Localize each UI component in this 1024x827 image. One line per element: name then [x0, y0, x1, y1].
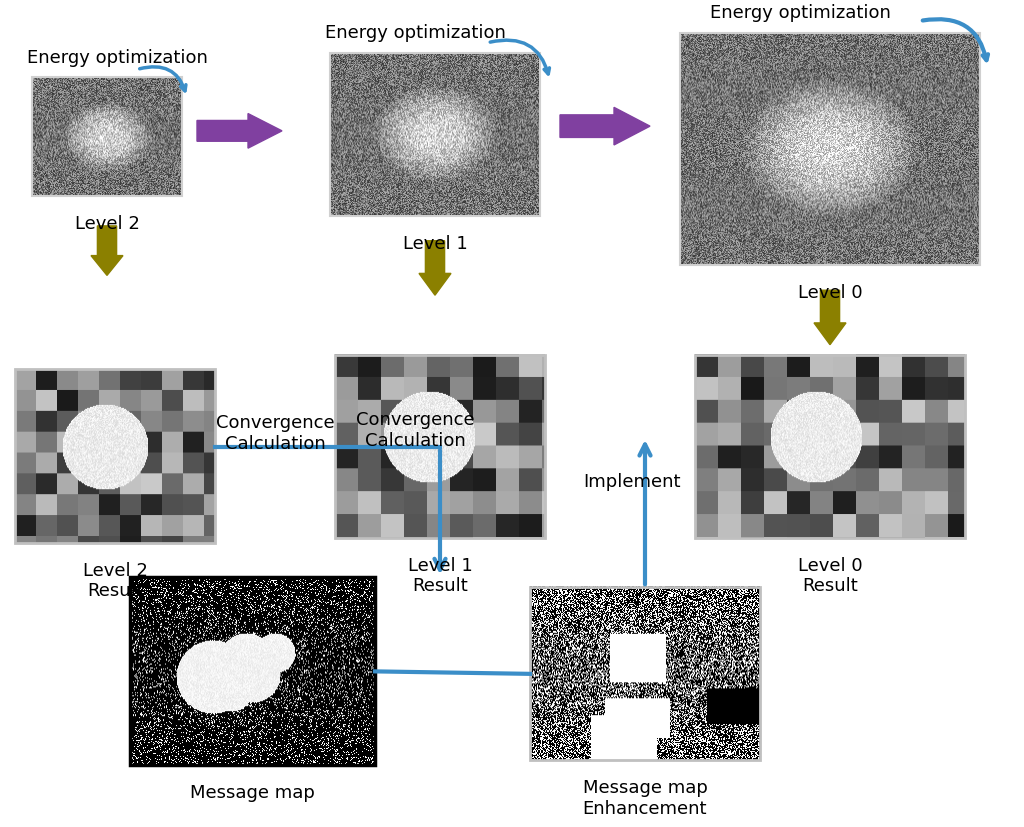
- Text: Implement: Implement: [583, 472, 681, 490]
- Text: Message map
Enhancement: Message map Enhancement: [583, 778, 708, 817]
- Text: Energy optimization: Energy optimization: [27, 49, 208, 66]
- Text: Level 1: Level 1: [402, 235, 467, 252]
- Polygon shape: [91, 227, 123, 276]
- Polygon shape: [814, 291, 846, 345]
- Text: Energy optimization: Energy optimization: [710, 4, 891, 22]
- Text: Level 1
Result: Level 1 Result: [408, 556, 472, 595]
- Text: Energy optimization: Energy optimization: [325, 24, 506, 41]
- Text: Message map: Message map: [190, 783, 315, 801]
- Text: Level 0
Result: Level 0 Result: [798, 556, 862, 595]
- Polygon shape: [560, 108, 650, 146]
- Text: Convergence
Calculation: Convergence Calculation: [216, 414, 334, 452]
- Text: Convergence
Calculation: Convergence Calculation: [355, 410, 474, 449]
- Polygon shape: [419, 241, 451, 296]
- Text: Level 2
Result: Level 2 Result: [83, 561, 147, 600]
- Polygon shape: [197, 114, 282, 149]
- Text: Level 2: Level 2: [75, 215, 139, 232]
- Text: Level 0: Level 0: [798, 284, 862, 302]
